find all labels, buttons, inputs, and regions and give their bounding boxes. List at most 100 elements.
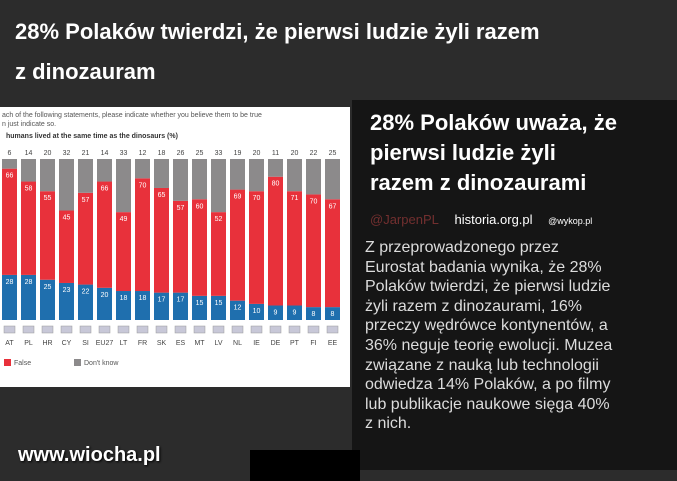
- bar-segment: [230, 300, 245, 320]
- bar-segment: [230, 159, 245, 190]
- value-label: 70: [310, 198, 318, 205]
- x-tick-label: SI: [82, 340, 89, 347]
- legend-swatch: [4, 359, 11, 366]
- sources: @JarpenPL historia.org.pl @wykop.pl: [370, 212, 592, 227]
- x-tick-label: IE: [253, 340, 260, 347]
- bar-segment: [78, 284, 93, 320]
- question: ach of the following statements, please …: [2, 112, 262, 119]
- value-label: 9: [293, 310, 297, 317]
- x-tick-label: FI: [310, 340, 316, 347]
- chart-title: humans lived at the same time as the din…: [6, 133, 178, 140]
- bar-segment: [192, 159, 207, 200]
- value-label: 18: [120, 295, 128, 302]
- value-label: 9: [274, 310, 278, 317]
- bar-segment: [40, 279, 55, 320]
- x-tick-label: EU27: [96, 340, 114, 347]
- flag: [41, 325, 54, 334]
- bar-segment: [230, 189, 245, 301]
- article-panel: 28% Polaków uważa, że pierwsi ludzie żyl…: [352, 100, 677, 470]
- flag: [3, 325, 16, 334]
- bar-segment: [211, 295, 226, 320]
- title-line: pierwsi ludzie żyli: [370, 140, 556, 165]
- flag: [136, 325, 149, 334]
- flag: [22, 325, 35, 334]
- value-label: 15: [196, 300, 204, 307]
- bar-segment: [21, 159, 36, 182]
- bar-segment: [97, 159, 112, 182]
- legend-label: Don't know: [84, 360, 119, 367]
- value-label: 67: [329, 203, 337, 210]
- value-label: 20: [253, 150, 261, 157]
- bar-segment: [154, 159, 169, 188]
- bar-segment: [59, 159, 74, 211]
- value-label: 17: [158, 297, 166, 304]
- bar-segment: [2, 274, 17, 320]
- header-title: z dinozauram: [15, 59, 156, 84]
- bar-segment: [325, 199, 340, 308]
- x-tick-label: PT: [290, 340, 300, 347]
- value-label: 20: [44, 150, 52, 157]
- bar-segment: [192, 295, 207, 320]
- legend-label: False: [14, 360, 31, 367]
- bar-segment: [154, 187, 169, 293]
- flag: [250, 325, 263, 334]
- bar-segment: [40, 191, 55, 280]
- value-label: 17: [177, 297, 185, 304]
- bar-segment: [325, 307, 340, 320]
- value-label: 18: [139, 295, 147, 302]
- bar-segment: [116, 212, 131, 292]
- body-line: odwiedza 14% Polaków, a po filmy: [365, 376, 611, 394]
- flag: [60, 325, 73, 334]
- value-label: 19: [234, 150, 242, 157]
- value-label: 21: [82, 150, 90, 157]
- bar-segment: [287, 191, 302, 306]
- value-label: 49: [120, 216, 128, 223]
- bar-segment: [325, 159, 340, 200]
- value-label: 57: [82, 197, 90, 204]
- value-label: 57: [177, 205, 185, 212]
- value-label: 14: [25, 150, 33, 157]
- value-label: 8: [312, 311, 316, 318]
- flag: [155, 325, 168, 334]
- value-label: 66: [101, 186, 109, 193]
- value-label: 32: [63, 150, 71, 157]
- x-tick-label: DE: [271, 340, 281, 347]
- value-label: 70: [139, 182, 147, 189]
- handle: @JarpenPL: [370, 212, 439, 227]
- value-label: 33: [120, 150, 128, 157]
- value-label: 18: [158, 150, 166, 157]
- bar-segment: [249, 191, 264, 304]
- bar-segment: [268, 305, 283, 320]
- flag: [326, 325, 339, 334]
- value-label: 12: [234, 305, 242, 312]
- flag: [174, 325, 187, 334]
- flag: [79, 325, 92, 334]
- legend-swatch: [74, 359, 81, 366]
- x-tick-label: EE: [328, 340, 338, 347]
- question: n just indicate so.: [2, 121, 56, 128]
- value-label: 66: [6, 173, 14, 180]
- flag: [117, 325, 130, 334]
- bar-segment: [249, 159, 264, 192]
- bar-segment: [154, 292, 169, 320]
- value-label: 60: [196, 203, 204, 210]
- body-line: Z przeprowadzonego przez: [365, 239, 559, 256]
- bar-segment: [173, 200, 188, 293]
- bar-segment: [2, 168, 17, 275]
- body-line: z nich.: [365, 415, 412, 433]
- value-label: 65: [158, 192, 166, 199]
- value-label: 25: [329, 150, 337, 157]
- bar-segment: [249, 303, 264, 320]
- value-label: 80: [272, 181, 280, 188]
- value-label: 28: [25, 279, 33, 286]
- bar-segment: [116, 159, 131, 213]
- watermark: www.wiocha.pl: [18, 444, 161, 466]
- value-label: 10: [253, 308, 261, 315]
- value-label: 6: [8, 150, 12, 157]
- x-tick-label: FR: [138, 340, 147, 347]
- bar-segment: [135, 178, 150, 292]
- source: historia.org.pl: [454, 212, 533, 227]
- value-label: 55: [44, 195, 52, 202]
- bar-segment: [173, 292, 188, 320]
